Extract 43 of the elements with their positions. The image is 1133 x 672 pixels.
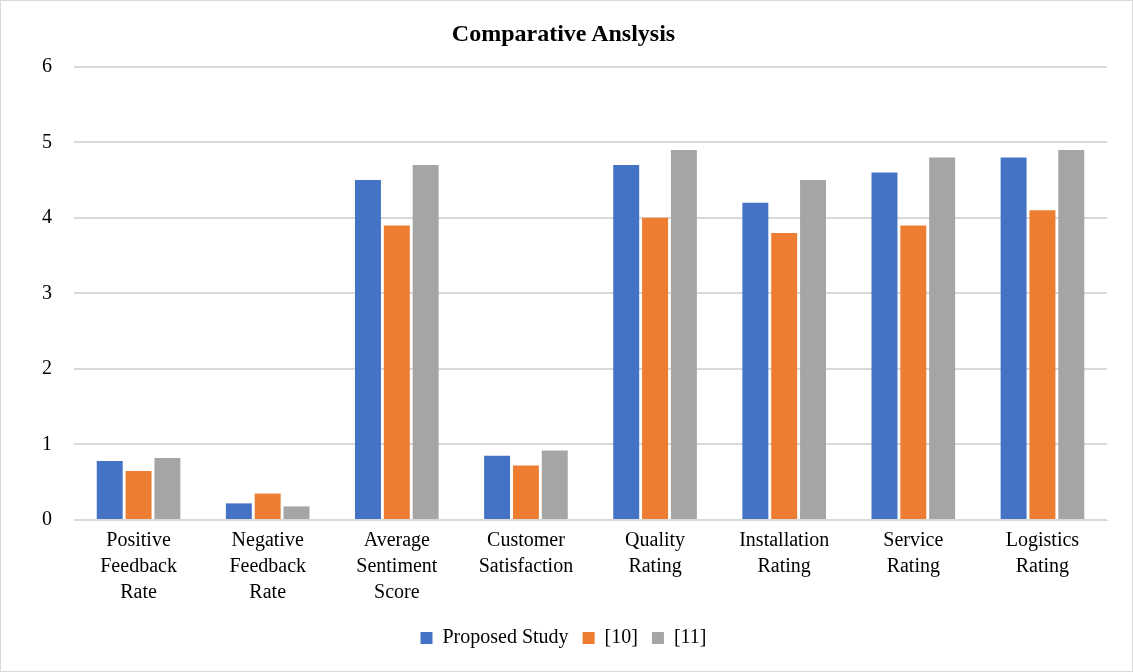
bar (1029, 210, 1056, 519)
x-tick-label: Positive Feedback Rate (100, 528, 177, 603)
bar (1058, 149, 1085, 519)
bar (670, 149, 697, 519)
y-tick-label: 3 (42, 280, 52, 303)
bar (254, 493, 281, 519)
x-tick-label: Quality Rating (625, 528, 686, 578)
legend-label: Proposed Study (442, 625, 569, 649)
bar (225, 503, 252, 519)
y-tick-label: 1 (42, 431, 52, 454)
bar (412, 164, 439, 519)
bar (742, 202, 769, 519)
bar (484, 455, 511, 519)
bar (96, 461, 123, 519)
y-tick-label: 6 (42, 54, 52, 77)
bar (771, 232, 798, 519)
x-tick-label: Average Sentiment Score (356, 528, 438, 603)
y-tick-label: 2 (42, 356, 52, 379)
bar (512, 465, 539, 519)
bar (125, 470, 152, 519)
x-tick-label: Installation Rating (739, 528, 830, 578)
legend-label: [11] (673, 625, 707, 648)
bar (613, 164, 640, 519)
bar (1000, 157, 1027, 519)
bar (929, 157, 956, 519)
x-tick-label: Negative Feedback Rate (229, 528, 307, 603)
legend-label: [10] (604, 625, 638, 648)
x-tick-label: Customer Satisfaction (478, 528, 574, 577)
bar (900, 225, 927, 519)
bar (800, 180, 826, 519)
x-tick-label: Logistics Rating (1005, 528, 1080, 578)
bar (383, 225, 410, 519)
bar (541, 450, 568, 519)
bar (642, 217, 669, 519)
bar (154, 458, 181, 519)
y-tick-label: 4 (42, 205, 52, 228)
x-tick-label: Service Rating (883, 528, 944, 578)
y-tick-label: 0 (42, 507, 52, 530)
bar (283, 506, 310, 519)
y-tick-label: 5 (42, 129, 52, 152)
bar (355, 180, 381, 519)
chart-title: Comparative Anslysis (451, 19, 676, 46)
bar (871, 172, 898, 519)
